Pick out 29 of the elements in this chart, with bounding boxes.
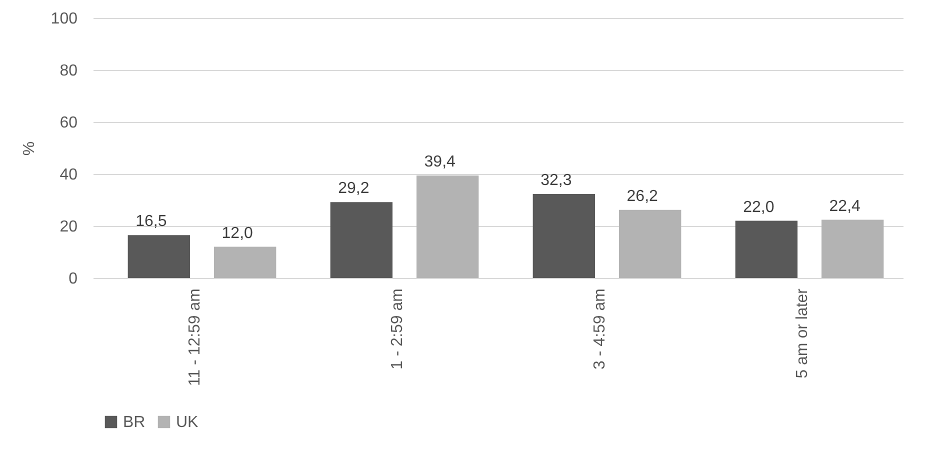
bar <box>735 220 798 278</box>
y-tick-label: 60 <box>60 114 78 132</box>
bar <box>822 220 884 278</box>
bar <box>330 202 393 278</box>
bar <box>532 194 596 278</box>
data-label: 16,5 <box>136 213 167 230</box>
data-label: 12,0 <box>222 224 254 242</box>
data-label: 29,2 <box>338 180 370 198</box>
y-tick-label: 0 <box>68 270 78 288</box>
legend-label: BR <box>123 414 146 431</box>
x-tick-label: 5 am or later <box>794 288 811 378</box>
bar <box>416 176 479 278</box>
x-tick-label: 11 - 12:59 am <box>186 288 204 386</box>
data-label: 26,2 <box>626 188 658 205</box>
bar <box>214 246 276 278</box>
y-tick-label: 40 <box>60 166 78 184</box>
data-label: 22,4 <box>829 198 861 215</box>
data-label: 22,0 <box>743 198 774 216</box>
y-tick-label: 80 <box>60 62 78 80</box>
y-tick-label: 20 <box>60 218 78 236</box>
y-tick-label: 100 <box>50 10 78 28</box>
data-label: 32,3 <box>540 172 572 190</box>
legend-label: UK <box>176 414 199 431</box>
x-tick-label: 1 - 2:59 am <box>388 288 406 370</box>
data-label: 39,4 <box>424 154 456 171</box>
bar <box>128 235 190 278</box>
y-axis-title: % <box>20 141 38 156</box>
x-tick-label: 3 - 4:59 am <box>591 288 608 370</box>
bar <box>619 210 682 278</box>
